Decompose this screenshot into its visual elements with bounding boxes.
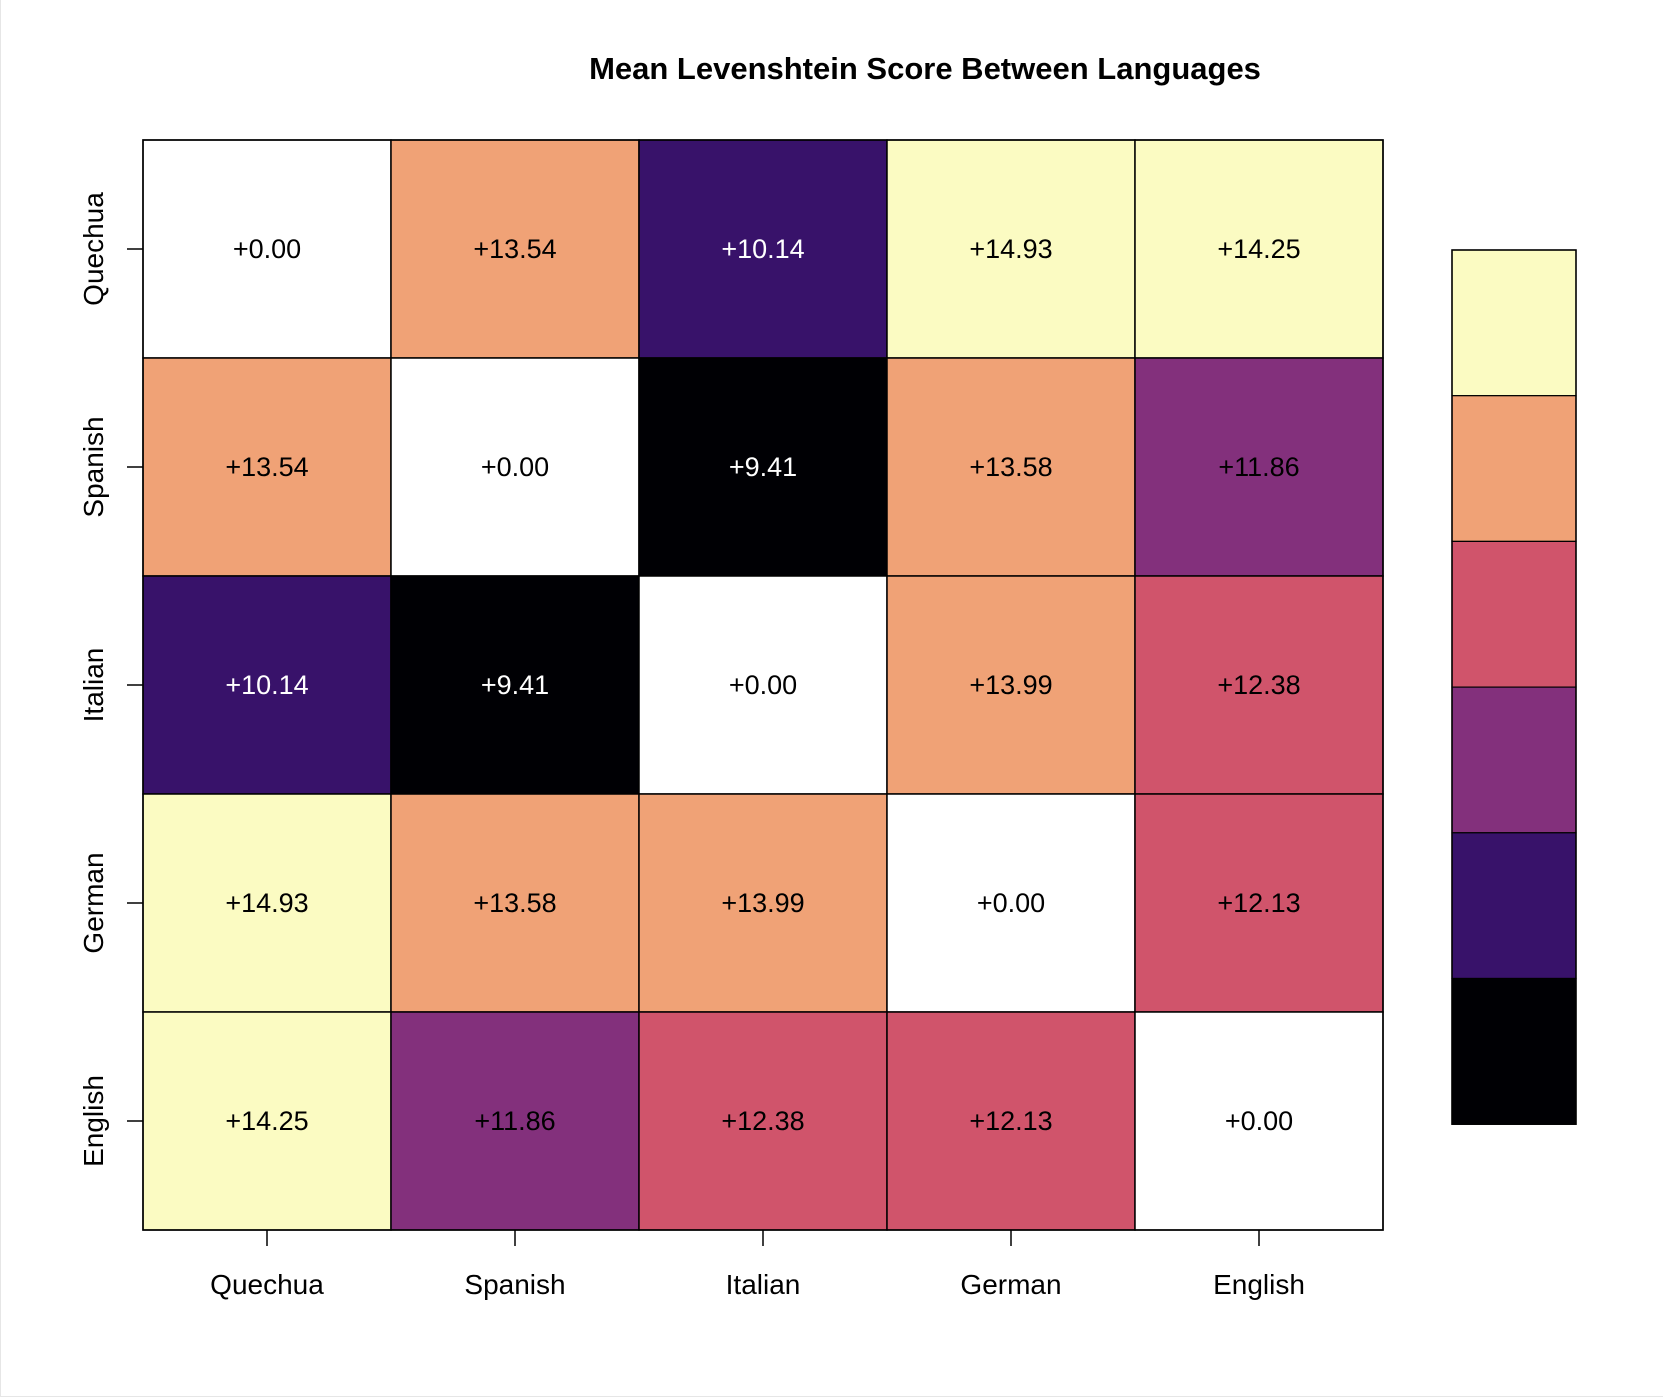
cell-value-label: +13.99 <box>721 888 804 918</box>
cell-value-label: +14.25 <box>225 1106 308 1136</box>
heatmap-cell <box>1134 1011 1384 1231</box>
cell-value-label: +13.54 <box>225 452 308 482</box>
legend-border <box>1451 249 1577 1125</box>
cell-value-label: +12.13 <box>969 1106 1052 1136</box>
heatmap-cell <box>886 1011 1136 1231</box>
cell-value-label: +14.25 <box>1217 234 1300 264</box>
cell-value-label: +12.13 <box>1217 888 1300 918</box>
heatmap-cell <box>390 575 640 795</box>
heatmap-cell <box>142 1011 392 1231</box>
heatmap-axes: Quechua Spanish Italian German English Quechu… <box>78 139 1384 1300</box>
cell-value-label: +0.00 <box>481 452 549 482</box>
x-tick-label: English <box>1213 1269 1305 1300</box>
legend-color-bin <box>1451 832 1577 980</box>
heatmap-cell <box>886 575 1136 795</box>
y-tick-label: German <box>78 852 109 953</box>
cell-value-label: +14.93 <box>969 234 1052 264</box>
heatmap-cell <box>142 139 392 359</box>
heatmap-cell <box>638 793 888 1013</box>
cell-value-label: +0.00 <box>1225 1106 1293 1136</box>
cell-value-label: +9.41 <box>729 452 797 482</box>
cell-value-label: +0.00 <box>729 670 797 700</box>
heatmap-cell <box>390 1011 640 1231</box>
heatmap-cell <box>1134 575 1384 795</box>
legend-color-bin <box>1451 395 1577 543</box>
y-tick-label: Spanish <box>78 416 109 517</box>
x-tick-label: German <box>960 1269 1061 1300</box>
heatmap-cell <box>142 793 392 1013</box>
cell-value-label: +11.86 <box>1218 452 1299 482</box>
cell-value-label: +13.58 <box>473 888 556 918</box>
heatmap-cell <box>886 793 1136 1013</box>
legend-color-bin <box>1451 977 1577 1125</box>
cell-value-label: +13.58 <box>969 452 1052 482</box>
heatmap-cell <box>638 357 888 577</box>
x-tick-label: Spanish <box>464 1269 565 1300</box>
legend-color-bin <box>1451 249 1577 397</box>
x-tick-label: Quechua <box>210 1269 324 1300</box>
cell-value-label: +12.38 <box>721 1106 804 1136</box>
cell-value-label: +13.99 <box>969 670 1052 700</box>
color-legend <box>1451 249 1577 1125</box>
heatmap-cell <box>390 793 640 1013</box>
heatmap-cell <box>142 357 392 577</box>
cell-value-label: +0.00 <box>977 888 1045 918</box>
cell-value-label: +10.14 <box>721 234 804 264</box>
heatmap-cell <box>142 575 392 795</box>
heatmap-cell <box>638 1011 888 1231</box>
y-tick-label: Quechua <box>78 192 109 306</box>
legend-color-bin <box>1451 540 1577 688</box>
heatmap-cell <box>638 139 888 359</box>
heatmap-cell <box>1134 793 1384 1013</box>
cell-value-label: +14.93 <box>225 888 308 918</box>
heatmap-cell <box>390 139 640 359</box>
cell-value-label: +10.14 <box>225 670 308 700</box>
heatmap-cell <box>390 357 640 577</box>
chart-title: Mean Levenshtein Score Between Languages <box>589 51 1261 86</box>
cell-value-label: +11.86 <box>474 1106 555 1136</box>
cell-value-label: +12.38 <box>1217 670 1300 700</box>
legend-color-bin <box>1451 686 1577 834</box>
y-tick-label: English <box>78 1075 109 1167</box>
heatmap-cell <box>1134 357 1384 577</box>
cell-value-label: +13.54 <box>473 234 556 264</box>
x-tick-label: Italian <box>726 1269 801 1300</box>
y-tick-label: Italian <box>78 648 109 723</box>
heatmap-cell <box>638 575 888 795</box>
cell-value-label: +0.00 <box>233 234 301 264</box>
cell-value-label: +9.41 <box>481 670 549 700</box>
heatmap-cells: +0.00 +13.54 +10.14 +14.93 +14.25 +13.54 +0.00… <box>142 139 1384 1231</box>
